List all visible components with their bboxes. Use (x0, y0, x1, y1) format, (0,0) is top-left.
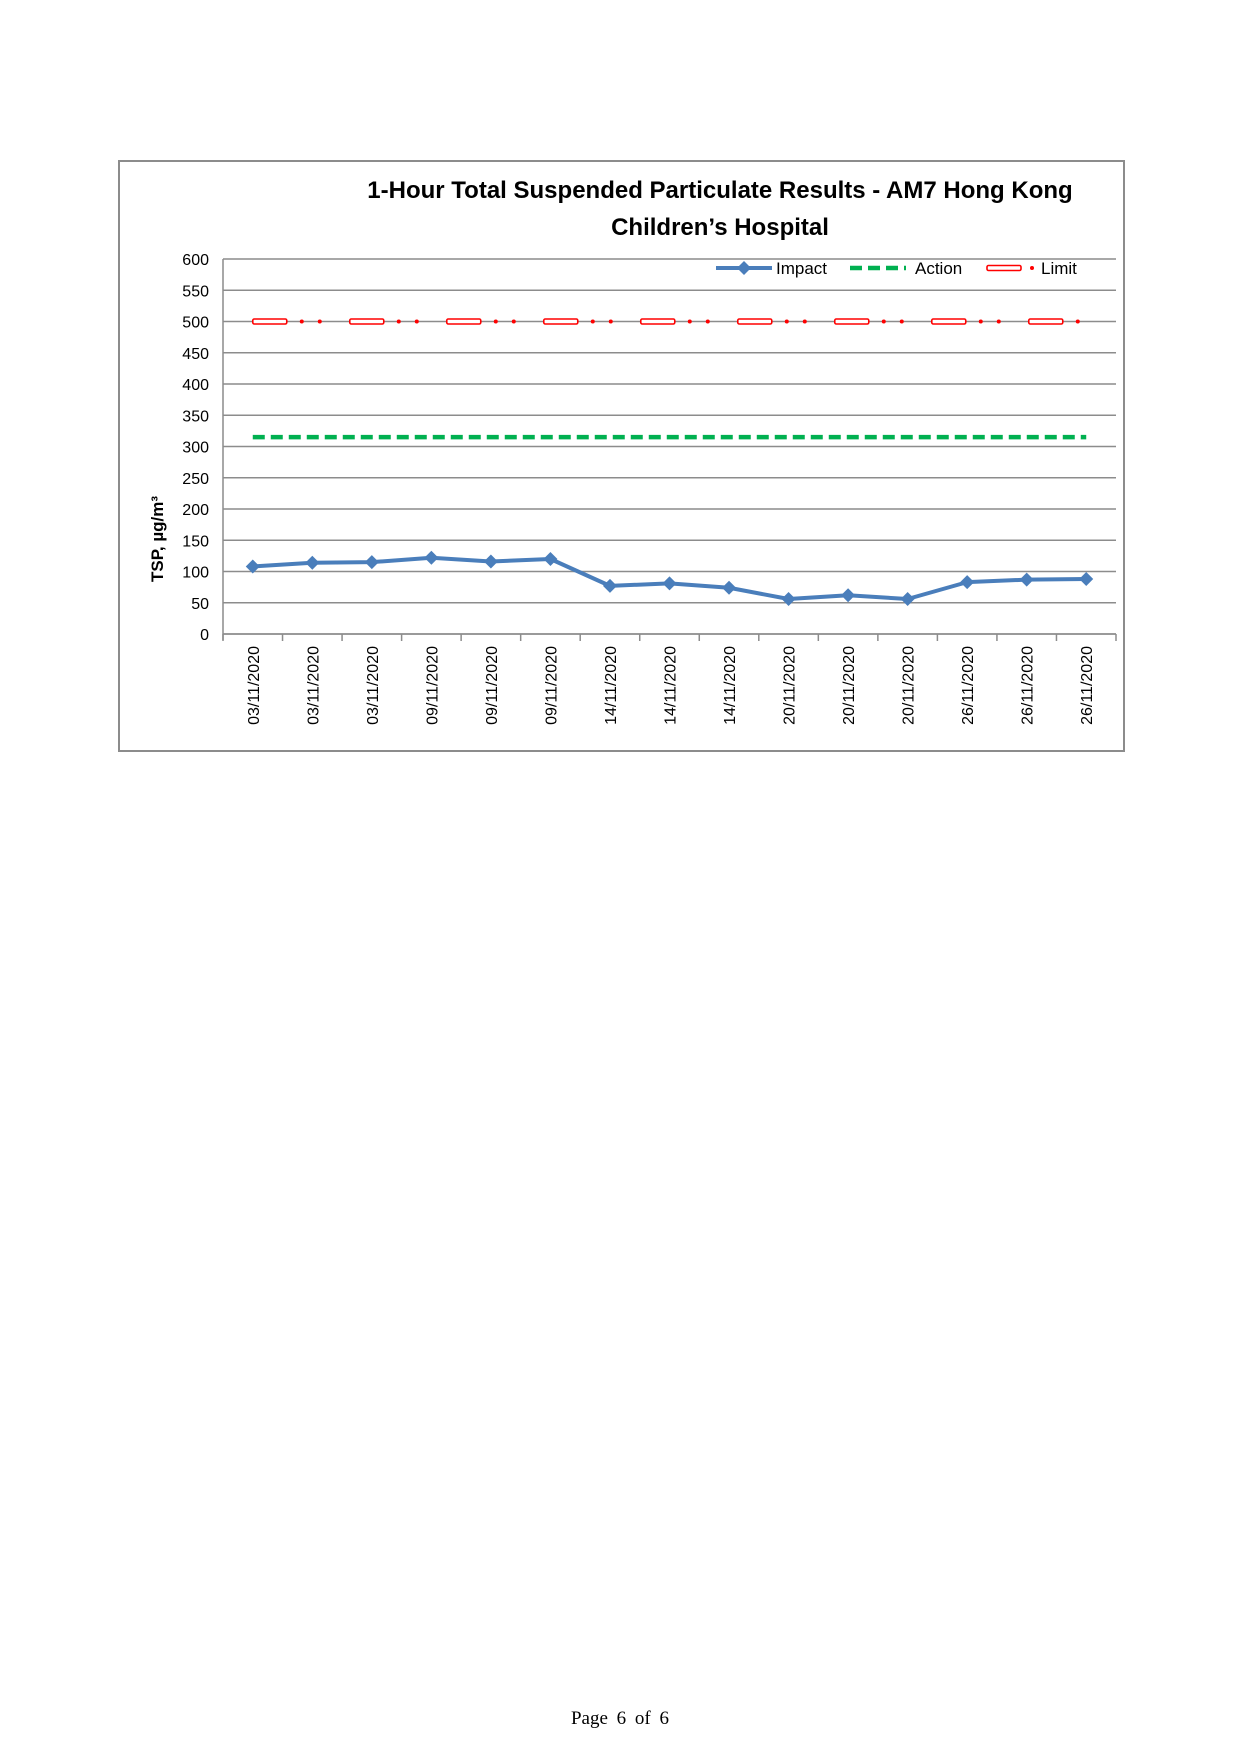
limit-dot (784, 319, 789, 324)
impact-point (960, 575, 975, 590)
impact-point (900, 592, 915, 606)
limit-dash (639, 318, 676, 325)
impact-point (722, 580, 737, 595)
limit-dot (881, 319, 886, 324)
legend-limit-dot (1030, 266, 1034, 270)
limit-dash (542, 318, 579, 325)
y-tick-label: 50 (191, 596, 209, 613)
impact-point (1019, 572, 1034, 587)
impact-point (305, 555, 320, 570)
limit-dot (705, 319, 710, 324)
x-tick-label: 03/11/2020 (246, 646, 263, 725)
limit-dot (1075, 319, 1080, 324)
limit-dash (833, 318, 870, 325)
x-tick-label: 09/11/2020 (543, 646, 560, 725)
x-tick-label: 20/11/2020 (901, 646, 918, 725)
page-number: Page 6 of 6 (570, 1708, 669, 1729)
x-tick-label: 14/11/2020 (603, 646, 620, 725)
limit-dot (996, 319, 1001, 324)
legend-action-label: Action (915, 259, 962, 278)
limit-dot (299, 319, 304, 324)
impact-point (483, 554, 498, 569)
impact-point (364, 555, 379, 570)
limit-dot (493, 319, 498, 324)
impact-point (543, 552, 558, 566)
y-tick-label: 200 (182, 502, 209, 519)
y-axis-label: TSP, µg/m³ (148, 496, 167, 582)
limit-dot (590, 319, 595, 324)
impact-point (841, 588, 856, 603)
limit-dash (445, 318, 482, 325)
limit-dot (414, 319, 419, 324)
limit-dash (348, 318, 385, 325)
limit-dot (687, 319, 692, 324)
y-tick-label: 500 (182, 315, 209, 332)
y-tick-label: 300 (182, 440, 209, 457)
x-tick-label: 09/11/2020 (484, 646, 501, 725)
x-tick-label: 14/11/2020 (722, 646, 739, 725)
legend-impact-marker (737, 261, 751, 275)
chart-canvas: 0 50 100 150 200 250 300 350 400 450 500 550 600 03/1… (182, 252, 1117, 725)
x-tick-label: 20/11/2020 (782, 646, 799, 725)
y-tick-label: 0 (200, 627, 209, 644)
y-tick-label: 600 (182, 252, 209, 269)
x-tick-label: 03/11/2020 (365, 646, 382, 725)
y-tick-label: 400 (182, 377, 209, 394)
limit-dot (802, 319, 807, 324)
x-tick-label: 14/11/2020 (663, 646, 680, 725)
legend-impact-label: Impact (776, 259, 827, 278)
limit-dot (978, 319, 983, 324)
y-tick-label: 100 (182, 565, 209, 582)
y-tick-label: 150 (182, 533, 209, 550)
limit-dot (396, 319, 401, 324)
series-limit (251, 318, 1080, 325)
chart-title: 1-Hour Total Suspended Particulate Resul… (367, 177, 1073, 241)
x-tick-label: 26/11/2020 (1079, 646, 1096, 725)
limit-dot (317, 319, 322, 324)
y-tick-label: 250 (182, 471, 209, 488)
y-tick-label: 450 (182, 346, 209, 363)
y-tick-label: 550 (182, 283, 209, 300)
legend-limit-label: Limit (1041, 259, 1077, 278)
chart-frame: 0 50 100 150 200 250 300 350 400 450 500 550 600 03/1… (118, 160, 1125, 752)
impact-point (245, 559, 260, 574)
x-tick-label: 03/11/2020 (305, 646, 322, 725)
limit-dash (1027, 318, 1064, 325)
limit-dash (736, 318, 773, 325)
impact-point (781, 592, 796, 606)
limit-dash (930, 318, 967, 325)
x-tick-label: 09/11/2020 (424, 646, 441, 725)
impact-point (662, 576, 677, 591)
legend-limit-line (986, 264, 1022, 272)
limit-dot (511, 319, 516, 324)
limit-dot (608, 319, 613, 324)
y-tick-label: 350 (182, 408, 209, 425)
impact-point (602, 578, 617, 593)
impact-point (424, 550, 439, 565)
impact-point (1079, 572, 1094, 586)
limit-dot (899, 319, 904, 324)
limit-dash (251, 318, 288, 325)
x-tick-label: 26/11/2020 (1020, 646, 1037, 725)
x-tick-label: 26/11/2020 (960, 646, 977, 725)
x-tick-label: 20/11/2020 (841, 646, 858, 725)
